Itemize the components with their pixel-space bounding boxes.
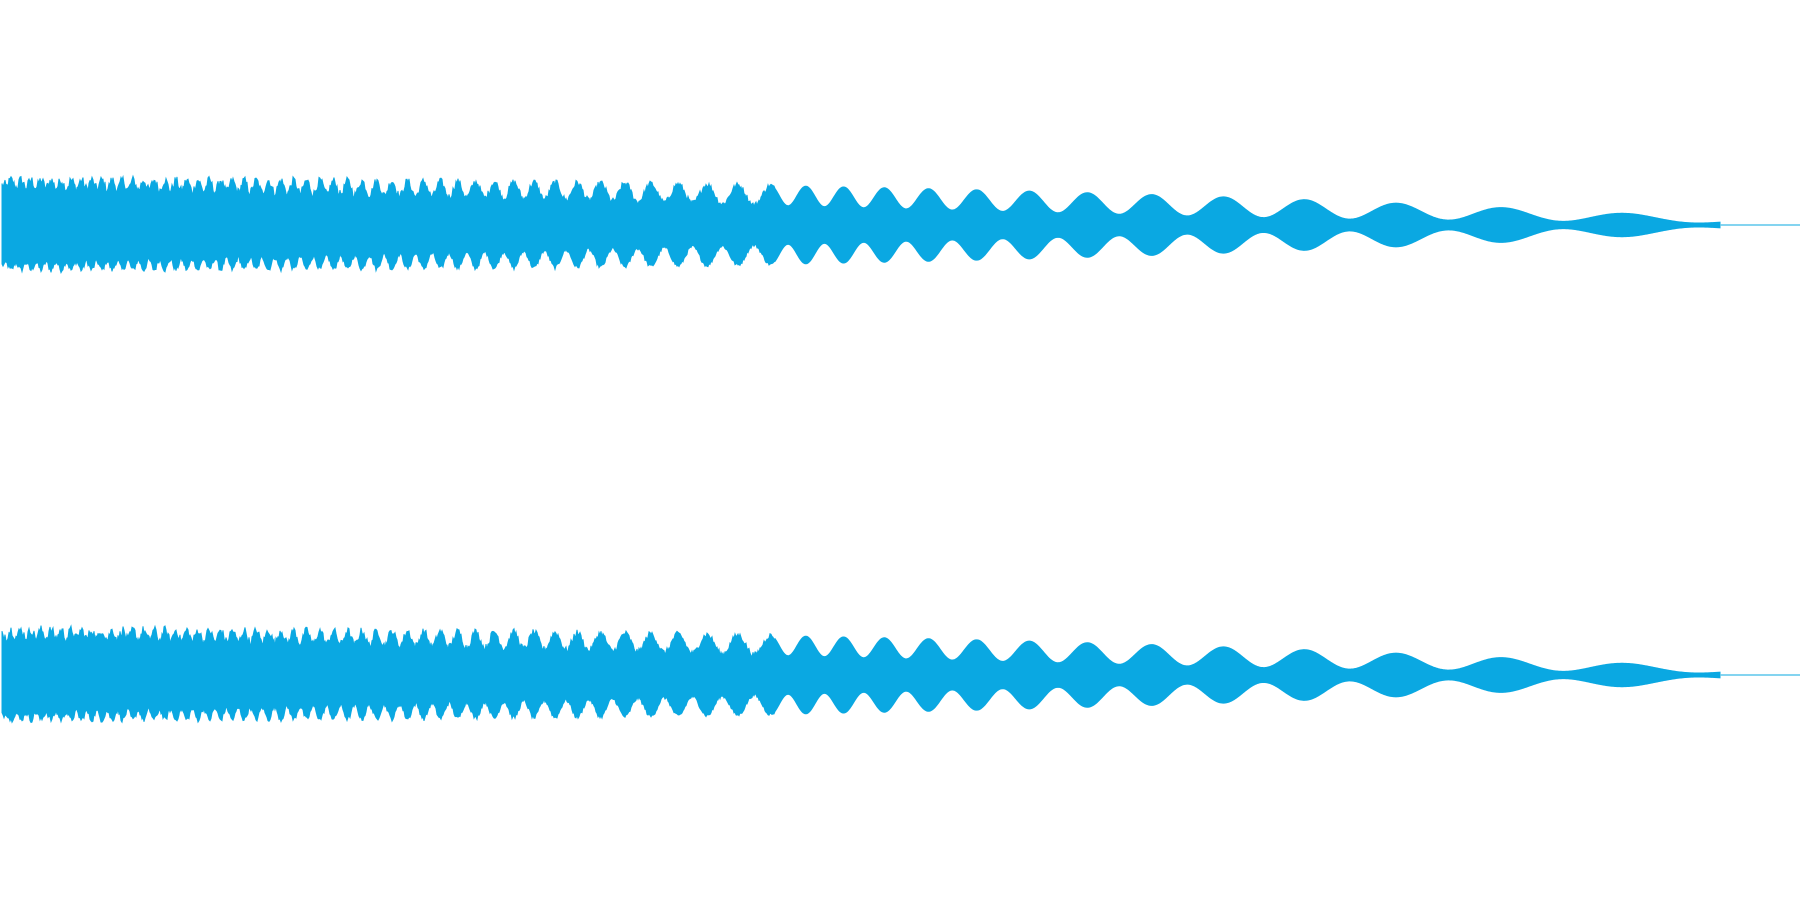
waveform-channel-2-plot bbox=[1, 624, 1800, 724]
waveform-channel-2 bbox=[0, 450, 1800, 900]
waveform-envelope-1 bbox=[1, 174, 1721, 275]
waveform-channel-1 bbox=[1, 174, 1800, 275]
waveform-envelope-2 bbox=[1, 624, 1721, 724]
waveform-channel-1-plot bbox=[1, 174, 1800, 275]
